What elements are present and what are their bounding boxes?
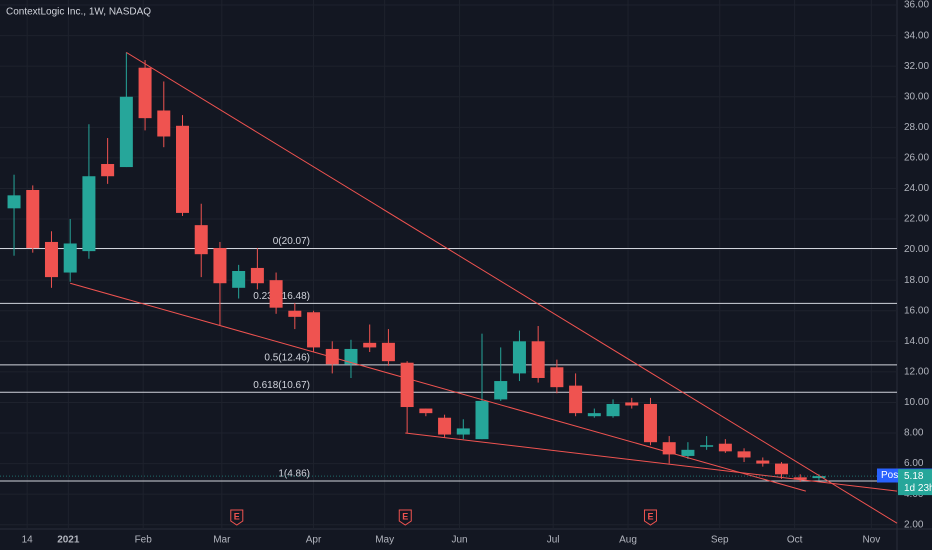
candle-body [325,348,339,365]
candle-body [700,445,714,447]
candle-body [718,443,732,452]
trendline [126,51,898,524]
candle-body [569,385,583,414]
candle-body [344,348,358,365]
candle-body [456,428,470,435]
trendlines [70,51,898,524]
y-tick-label: 26.00 [904,153,929,164]
candle-body [250,267,264,284]
y-tick-label: 10.00 [904,397,929,408]
candle-body [232,270,246,288]
candle-body [101,164,115,177]
candle-body [587,413,601,417]
x-tick-label: 14 [22,535,34,546]
trendline [70,282,806,492]
x-tick-label: May [375,535,394,546]
trendline [405,432,898,492]
candle-body [194,225,208,255]
x-tick-label: Feb [135,535,153,546]
candle-body [44,241,58,278]
candle-body [269,280,283,308]
y-tick-label: 30.00 [904,91,929,102]
x-tick-label: Jul [547,535,560,546]
fib-label: 0.5(12.46) [264,352,310,363]
earnings-icon [643,509,657,526]
candle-body [756,460,770,464]
x-tick-label: Mar [213,535,231,546]
countdown: 1d 23h [904,483,932,494]
y-tick-label: 18.00 [904,275,929,286]
candle-body [63,243,77,273]
y-tick-label: 36.00 [904,0,929,11]
candle-body [737,451,751,458]
candle-body [419,408,433,414]
y-tick-label: 20.00 [904,244,929,255]
candle-body [475,400,489,440]
candle-body [119,96,133,168]
earnings-icon [398,509,412,526]
y-tick-label: 12.00 [904,367,929,378]
earnings-label: E [647,511,653,521]
candle-body [82,176,96,252]
candle-body [288,310,302,317]
y-tick-label: 24.00 [904,183,929,194]
y-tick-label: 22.00 [904,214,929,225]
x-tick-label: Aug [619,535,637,546]
candle-body [775,463,789,475]
x-tick-label: 2021 [57,535,80,546]
fib-label: 1(4.86) [278,469,310,480]
candle-body [138,67,152,119]
x-tick-label: Jun [451,535,467,546]
fib-label: 0.618(10.67) [253,380,310,391]
y-tick-label: 6.00 [904,458,924,469]
x-tick-label: Apr [306,535,322,546]
candle-body [643,403,657,443]
earnings-label: E [234,511,240,521]
y-tick-label: 2.00 [904,519,924,530]
chart-title: ContextLogic Inc., 1W, NASDAQ [6,7,151,18]
candle-body [812,476,826,479]
candle-body [400,362,414,408]
earnings-icon [230,509,244,526]
candle-body [494,381,508,400]
candle-body [26,189,40,249]
last-price-box [898,469,932,496]
candle-body [550,367,564,388]
y-tick-label: 34.00 [904,30,929,41]
grid [0,0,897,529]
candle-body [307,312,321,348]
candle-body [681,449,695,456]
y-tick-label: 8.00 [904,428,924,439]
candle-body [793,477,807,480]
y-tick-label: 32.00 [904,61,929,72]
candle-body [606,403,620,417]
x-tick-label: Nov [862,535,880,546]
fib-label: 0(20.07) [273,236,310,247]
x-tick-label: Oct [787,535,803,546]
candle-body [531,341,545,378]
x-tick-label: Sep [711,535,729,546]
candle-body [7,195,21,209]
candles [7,52,826,482]
earnings-label: E [402,511,408,521]
post-label: Post [881,470,901,481]
candle-body [512,341,526,374]
candle-body [176,125,190,213]
fib-retracement: 0(20.07)0.236(16.48)0.5(12.46)0.618(10.6… [0,236,897,482]
y-tick-label: 28.00 [904,122,929,133]
candle-body [213,248,227,284]
candle-body [438,417,452,435]
last-price: 5.18 [904,471,924,482]
candle-body [363,342,377,348]
candle-body [381,342,395,362]
candle-body [625,402,639,406]
y-tick-label: 14.00 [904,336,929,347]
candle-body [157,110,171,137]
y-tick-label: 16.00 [904,305,929,316]
